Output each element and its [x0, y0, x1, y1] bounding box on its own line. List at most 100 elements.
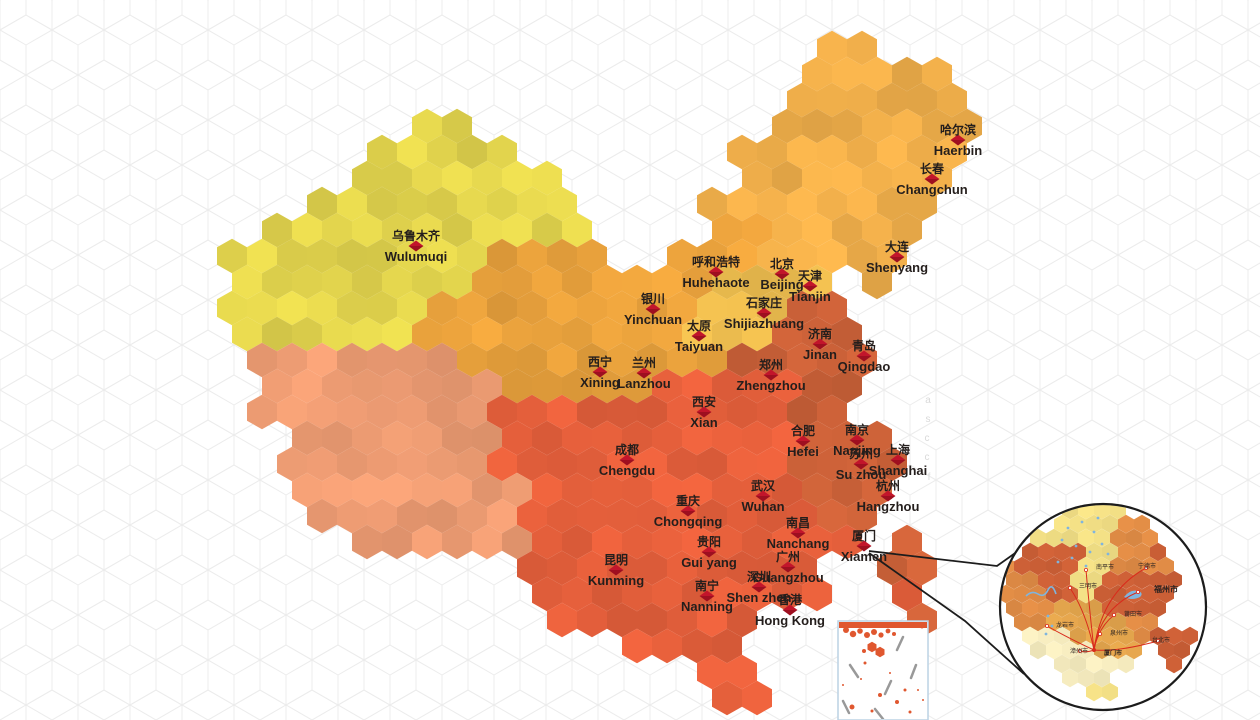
hex-cell	[247, 342, 277, 378]
hex-cell	[322, 264, 352, 300]
hex-cell	[352, 420, 382, 456]
hex-cell	[427, 290, 457, 326]
hex-cell	[412, 264, 442, 300]
inset-hex-cell	[1118, 626, 1134, 646]
hex-cell	[247, 238, 277, 274]
hex-cell	[907, 186, 937, 222]
hex-cell	[847, 134, 877, 170]
hex-cell	[862, 264, 892, 300]
city-label-en: Wuhan	[741, 499, 784, 514]
hex-cell	[682, 368, 712, 404]
hex-cell	[487, 342, 517, 378]
hex-cell	[577, 290, 607, 326]
inset-hex-cell	[1126, 528, 1142, 548]
city-marker	[812, 338, 828, 344]
inset-hex-cell	[1038, 570, 1054, 590]
city-label-zh: 昆明	[604, 553, 628, 567]
city-marker	[699, 596, 715, 602]
hex-cell	[412, 524, 442, 560]
hex-cell	[472, 160, 502, 196]
city-marker	[699, 590, 715, 596]
hex-cell	[337, 498, 367, 534]
hex-cell	[817, 498, 847, 534]
city-marker	[782, 604, 798, 610]
hex-cell	[727, 550, 757, 586]
hex-cell	[817, 186, 847, 222]
inset-circle-outline	[998, 502, 1208, 712]
hex-cell	[547, 498, 577, 534]
inset-flight-line	[1069, 587, 1095, 651]
hex-cell	[367, 238, 397, 274]
inset-water-dot	[1060, 538, 1064, 542]
inset-hex-cell	[1150, 626, 1166, 646]
inset-hex-cell	[1102, 514, 1118, 534]
hex-cell	[262, 316, 292, 352]
hex-cell	[547, 290, 577, 326]
inset-city-label: 三明市	[1079, 582, 1097, 590]
hex-cell	[727, 654, 757, 690]
city-label-en: Hong Kong	[755, 613, 825, 628]
hex-cell	[832, 368, 862, 404]
hex-cell	[562, 316, 592, 352]
hex-cell	[742, 368, 772, 404]
hex-cell	[487, 238, 517, 274]
city-label-en: Yinchuan	[624, 312, 682, 327]
inset-hex-cell	[1054, 626, 1070, 646]
hex-cell	[787, 134, 817, 170]
hex-cell	[442, 264, 472, 300]
inset-city-dot	[1156, 639, 1161, 644]
hex-cell	[652, 472, 682, 508]
inset-hex-cell	[1038, 626, 1054, 646]
scs-island-dot	[903, 688, 907, 692]
city-label-zh: 长春	[920, 161, 945, 176]
hex-cell	[337, 186, 367, 222]
hex-cell	[517, 186, 547, 222]
hex-cell	[817, 394, 847, 430]
city-label-en: Nanchang	[767, 536, 830, 551]
city: 武汉 Wuhan	[741, 478, 784, 514]
hex-cell	[412, 160, 442, 196]
city-marker	[701, 552, 717, 558]
hex-cell	[502, 524, 532, 560]
inset-hex-cell	[1022, 570, 1038, 590]
inset-hex-cell	[1070, 598, 1086, 618]
hex-cell	[892, 108, 922, 144]
hex-cell	[232, 264, 262, 300]
city-label-zh: 上海	[886, 442, 910, 457]
hex-cell	[742, 680, 772, 716]
inset-hex-cell	[1078, 668, 1094, 688]
hex-cell	[412, 368, 442, 404]
inset-hex-cell	[1054, 654, 1070, 674]
hex-cell	[337, 394, 367, 430]
inset-hex-cell	[1030, 612, 1046, 632]
scs-dash-line	[848, 663, 860, 679]
inset-hex-cell	[1054, 542, 1070, 562]
hex-cell	[277, 394, 307, 430]
city-label-en: Wulumuqi	[385, 249, 448, 264]
scs-coast-bump	[919, 623, 925, 629]
hex-cell	[712, 316, 742, 352]
inset-hex-cell	[1006, 570, 1022, 590]
inset-hex-cell	[1062, 556, 1078, 576]
city: 大连 Shenyang	[866, 239, 928, 275]
hex-cell	[457, 186, 487, 222]
hex-cell	[322, 212, 352, 248]
inset-city-dot	[1084, 568, 1089, 573]
hex-cell	[697, 550, 727, 586]
hex-cell	[457, 498, 487, 534]
hex-cell	[787, 550, 817, 586]
scs-island-dot	[842, 684, 844, 686]
hex-cell	[892, 56, 922, 92]
city-label-zh: 苏州	[849, 446, 873, 461]
hex-cell	[817, 342, 847, 378]
inset-water-dot	[1044, 632, 1048, 636]
inset-water-dot	[1100, 542, 1104, 546]
hex-cell	[667, 290, 697, 326]
city-marker	[889, 251, 905, 257]
city-label-en: Hefei	[787, 444, 819, 459]
watermark-letter: c	[925, 433, 930, 444]
city-label-en: Lanzhou	[617, 376, 670, 391]
south-china-sea-inset	[837, 620, 929, 720]
city: 南宁 Nanning	[681, 578, 733, 614]
